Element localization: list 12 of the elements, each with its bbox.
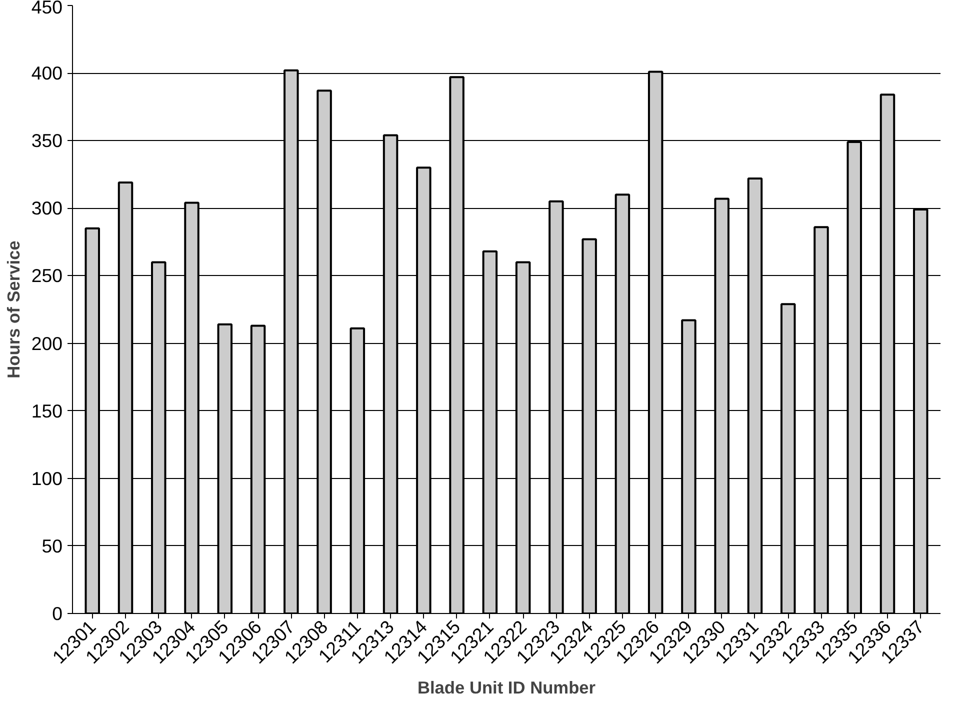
y-tick-label: 250: [31, 265, 63, 286]
y-tick-label: 200: [31, 332, 63, 354]
y-axis-title: Hours of Service: [3, 240, 24, 378]
y-tick-label: 350: [31, 130, 63, 152]
y-tick-label: 450: [31, 0, 63, 18]
y-tick-label: 100: [31, 468, 63, 489]
y-tick-label: 50: [42, 535, 63, 556]
y-tick-label: 0: [52, 603, 63, 624]
y-tick-label: 150: [31, 400, 63, 422]
x-axis-title: Blade Unit ID Number: [417, 677, 596, 698]
y-tick-label: 300: [31, 198, 63, 219]
y-tick-label: 400: [31, 62, 63, 84]
